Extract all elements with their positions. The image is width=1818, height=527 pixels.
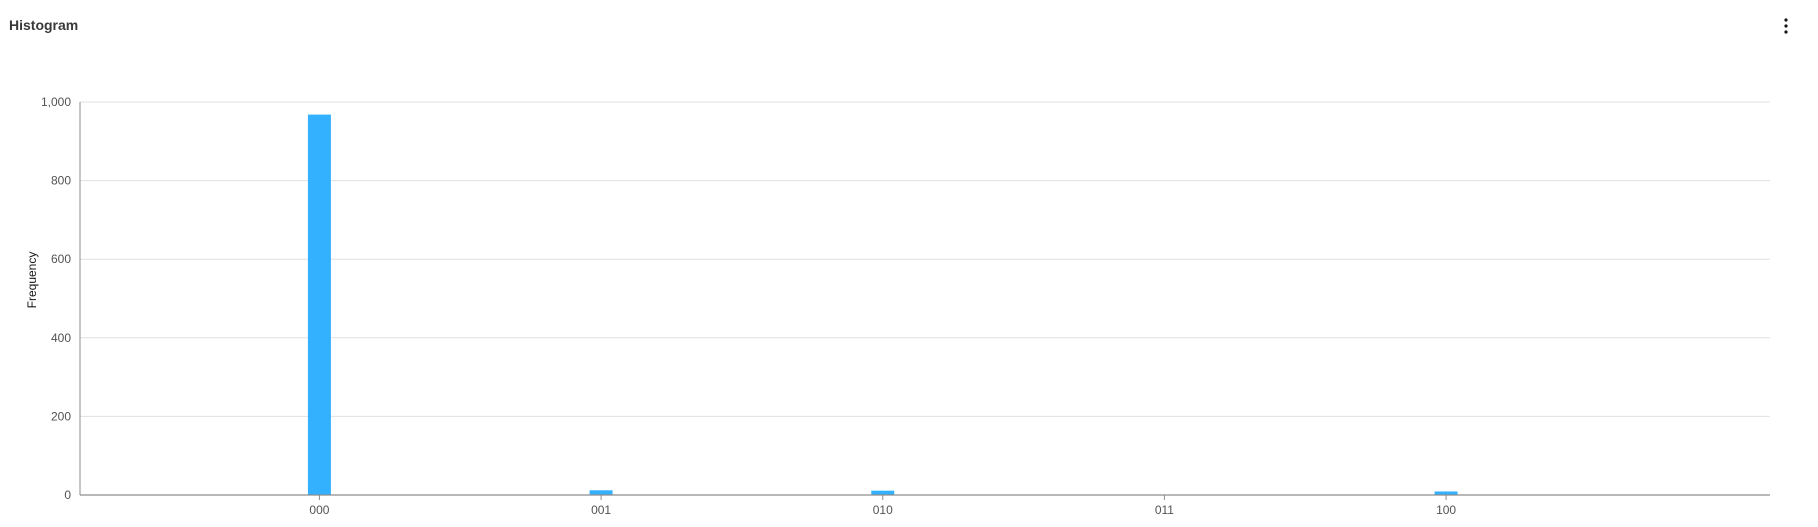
panel-header: Histogram bbox=[0, 0, 1818, 56]
y-axis-title: Frequency bbox=[25, 252, 39, 309]
y-tick-label: 600 bbox=[51, 252, 71, 266]
y-tick-label: 0 bbox=[64, 488, 71, 502]
grid-lines bbox=[80, 101, 1770, 417]
bar-100[interactable] bbox=[1434, 491, 1458, 495]
bar-001[interactable] bbox=[589, 490, 613, 495]
panel-title: Histogram bbox=[9, 17, 79, 33]
x-tick-label: 011 bbox=[1155, 503, 1174, 517]
y-tick-label: 1,000 bbox=[41, 95, 71, 109]
y-tick-labels: 0 200 400 600 800 1,000 bbox=[41, 95, 71, 502]
x-tick-labels: 000 001 010 011 100 bbox=[309, 495, 1456, 517]
overflow-menu-vertical-icon bbox=[1784, 18, 1788, 34]
y-tick-label: 800 bbox=[51, 174, 71, 188]
x-tick-label: 000 bbox=[309, 503, 329, 517]
bar-010[interactable] bbox=[871, 490, 895, 495]
overflow-menu-button[interactable] bbox=[1772, 12, 1800, 40]
axes bbox=[79, 102, 1770, 496]
y-tick-label: 200 bbox=[51, 409, 71, 423]
x-tick-label: 010 bbox=[873, 503, 893, 517]
bar-000[interactable] bbox=[307, 114, 331, 496]
y-tick-label: 400 bbox=[51, 331, 71, 345]
bars bbox=[307, 114, 1458, 496]
x-tick-label: 001 bbox=[591, 503, 611, 517]
x-tick-label: 100 bbox=[1436, 503, 1456, 517]
